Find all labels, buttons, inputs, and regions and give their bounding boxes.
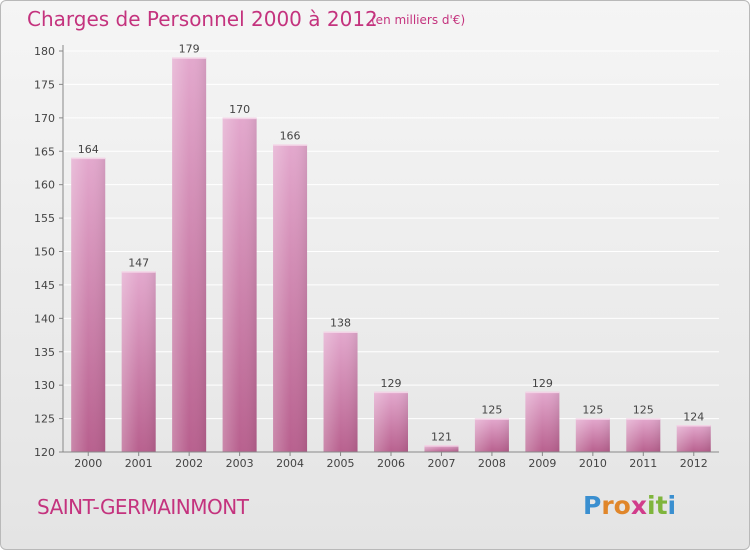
y-tick-label: 165 [34,145,55,158]
x-tick-label: 2008 [478,457,506,470]
x-tick-label: 2010 [579,457,607,470]
x-tick-label: 2002 [175,457,203,470]
bars: 164 147 179 170 166 138 129 121 125 129 125 125 124 [71,43,711,453]
bar-value-label: 138 [330,317,351,330]
bar-2002: 179 [172,43,207,452]
proxiti-logo: Proxiti [583,491,676,520]
bar-value-label: 129 [532,377,553,390]
chart-title: Charges de Personnel 2000 à 2012 [27,7,378,31]
x-tick-label: 2001 [125,457,153,470]
bar-value-label: 129 [381,377,402,390]
x-tick-label: 2003 [226,457,254,470]
x-tick-label: 2004 [276,457,304,470]
bar-value-label: 164 [78,143,99,156]
y-tick-label: 125 [34,413,55,426]
bar-shade [424,445,459,452]
logo-letter: x [630,491,647,520]
bar-shade [273,144,308,453]
bar-shade [71,157,106,452]
bar-2005: 138 [323,317,358,452]
bar-value-label: 166 [280,130,301,143]
bar-2009: 129 [525,377,560,452]
y-tick-label: 150 [34,246,55,259]
x-axis-ticks: 2000 2001 2002 2003 2004 2005 2006 2007 2008 2009… [74,452,708,470]
y-tick-label: 145 [34,279,55,292]
bar-shade [323,331,358,452]
x-tick-label: 2006 [377,457,405,470]
y-tick-label: 175 [34,78,55,91]
bar-value-label: 124 [683,410,704,423]
bar-shade [121,271,156,452]
bar-shade [626,418,661,452]
y-tick-label: 140 [34,312,55,325]
chart-subtitle: (en milliers d'€) [371,13,466,27]
x-tick-label: 2007 [427,457,455,470]
bar-shade [525,391,560,452]
bar-shade [374,391,408,452]
y-tick-label: 155 [34,212,55,225]
logo-letter: P [583,491,602,520]
bar-value-label: 147 [128,257,149,270]
bar-2011: 125 [626,404,661,452]
bar-shade [676,425,711,452]
logo-letter: i [647,491,656,520]
y-axis-ticks: 120 125 130 135 140 145 150 155 160 165 170 175 180 [34,45,63,459]
logo-letter: t [655,491,668,520]
logo-letter: o [613,491,631,520]
bar-2001: 147 [121,257,156,452]
bar-2008: 125 [474,404,509,452]
logo-letter: r [601,491,614,520]
bar-value-label: 125 [582,404,603,417]
y-tick-label: 160 [34,179,55,192]
x-tick-label: 2012 [680,457,708,470]
bar-chart: 120125130135140145150155160165170175180 … [34,43,719,470]
bar-value-label: 121 [431,430,452,443]
logo-letter: i [667,491,677,520]
bar-value-label: 179 [179,43,200,56]
y-tick-label: 130 [34,379,55,392]
bar-2000: 164 [71,143,106,452]
bar-2007: 121 [424,430,459,452]
bar-value-label: 170 [229,103,250,116]
x-tick-label: 2005 [327,457,355,470]
bar-shade [172,57,207,452]
x-tick-label: 2000 [74,457,102,470]
bar-2012: 124 [676,410,711,452]
grid-lines [63,50,719,420]
bar-shade [474,418,509,452]
bar-shade [575,418,610,452]
bar-2004: 166 [273,130,308,453]
bar-value-label: 125 [633,404,654,417]
bar-2010: 125 [575,404,610,452]
bar-2003: 170 [222,103,257,452]
y-tick-label: 170 [34,112,55,125]
axes [62,45,719,453]
y-tick-label: 180 [34,45,55,58]
y-tick-label: 120 [34,446,55,459]
bar-value-label: 125 [481,404,502,417]
x-tick-label: 2011 [629,457,657,470]
y-tick-label: 135 [34,346,55,359]
place-name: SAINT-GERMAINMONT [37,495,249,519]
bar-2006: 129 [374,377,408,452]
x-tick-label: 2009 [528,457,556,470]
bar-shade [222,117,257,452]
